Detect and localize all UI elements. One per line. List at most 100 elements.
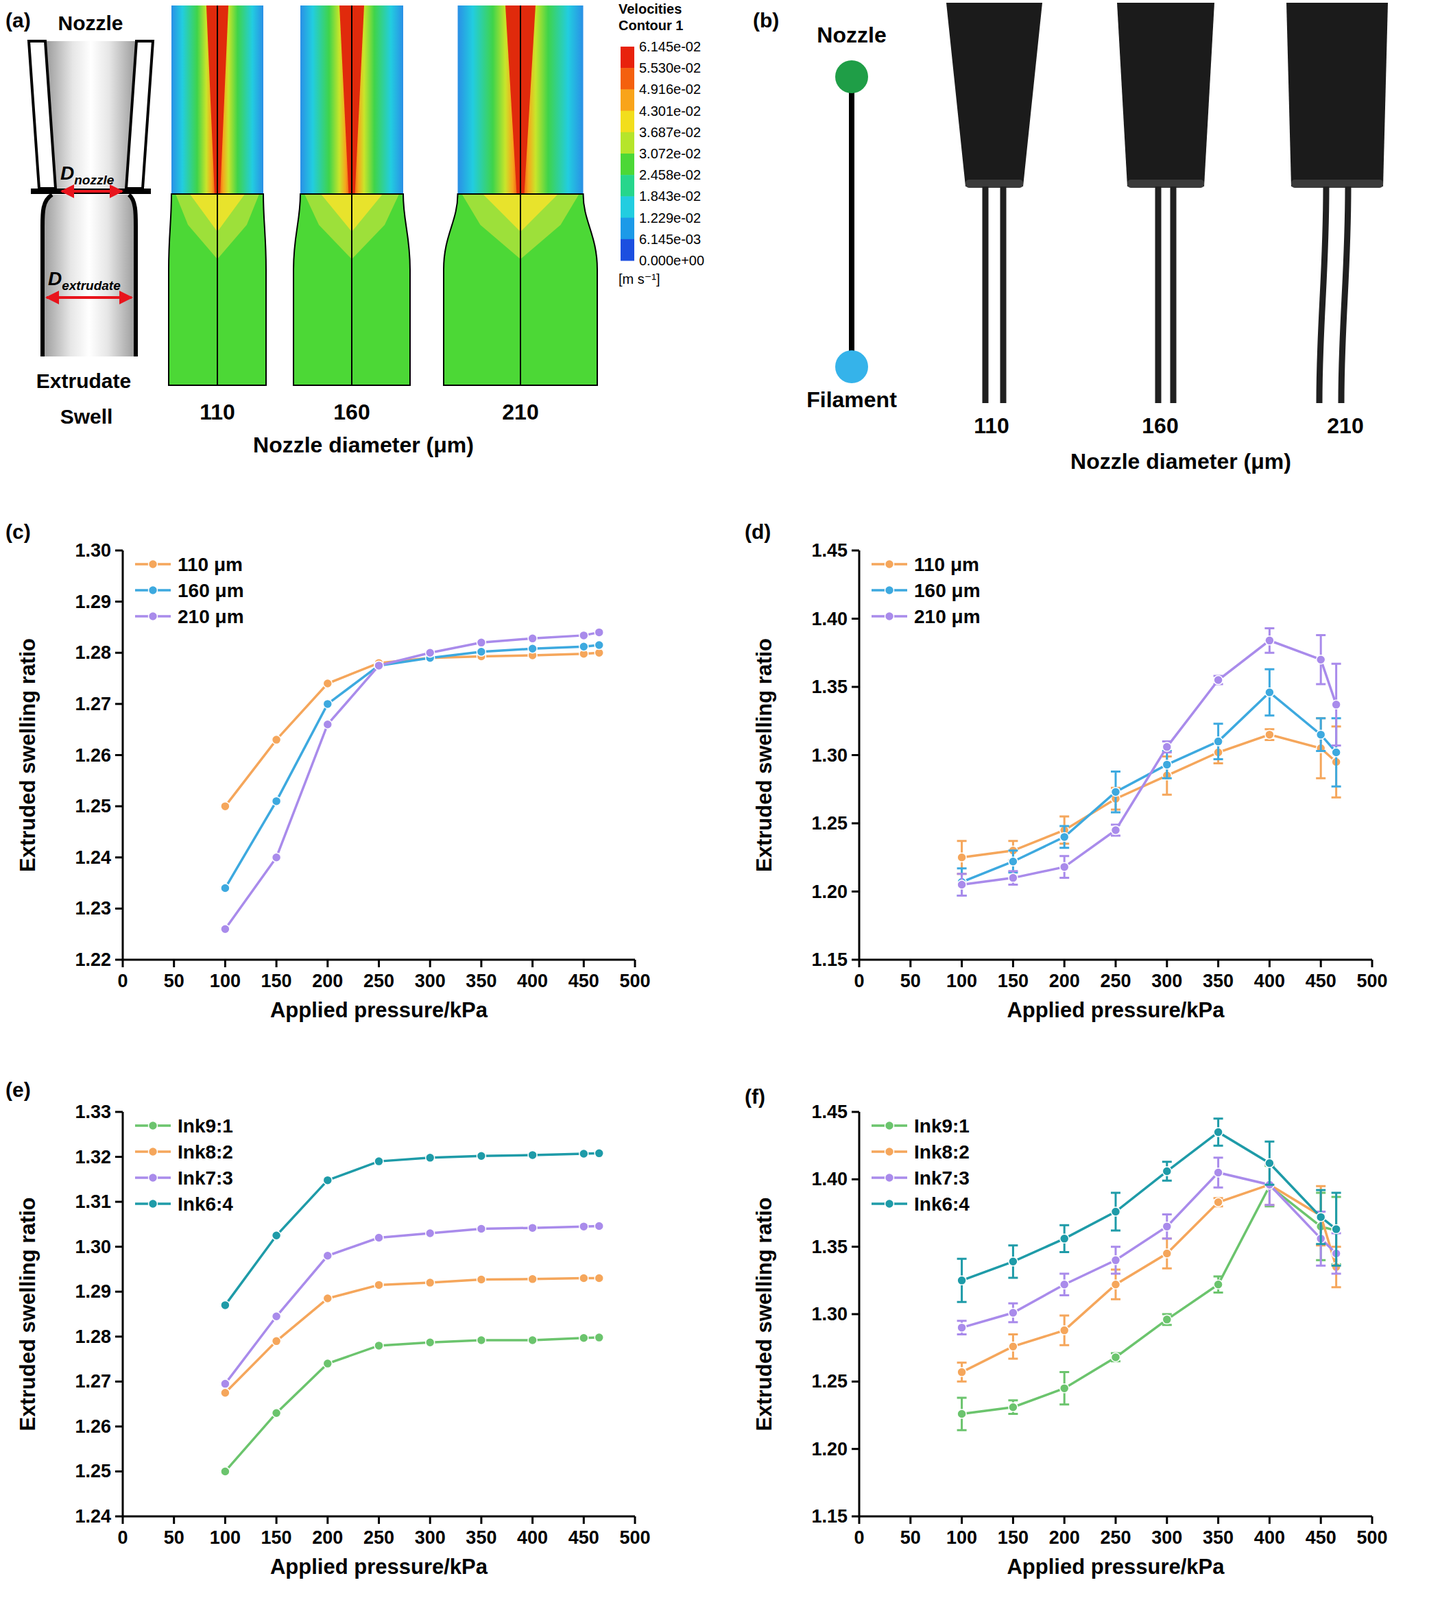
- y-tick: [115, 1335, 123, 1338]
- point: [220, 883, 230, 893]
- x-tick: [1217, 1516, 1220, 1525]
- x-tick-label: 150: [261, 970, 293, 992]
- point: [1213, 1168, 1223, 1178]
- y-tick-label: 1.40: [811, 1169, 848, 1190]
- point: [1162, 1222, 1172, 1232]
- point: [1265, 1158, 1275, 1168]
- x-tick: [582, 1516, 585, 1525]
- x-tick-label: 100: [946, 1527, 978, 1549]
- series-line: [224, 1153, 599, 1306]
- x-tick-label: 150: [997, 1527, 1029, 1549]
- y-tick-label: 1.33: [74, 1101, 112, 1123]
- x-tick: [960, 960, 963, 968]
- y-tick: [851, 549, 860, 552]
- swell-label: Swell: [60, 405, 114, 428]
- x-tick: [858, 960, 861, 968]
- legend: Ink9:1Ink8:2Ink7:3Ink6:4: [135, 1115, 234, 1216]
- x-tick: [1114, 1516, 1118, 1525]
- x-tick-label: 450: [568, 970, 600, 992]
- point: [322, 699, 332, 709]
- error-bar: [1264, 729, 1275, 741]
- panel-letter: (d): [744, 520, 771, 544]
- point: [322, 720, 332, 729]
- point: [1008, 873, 1018, 883]
- series-line: [224, 645, 599, 888]
- error-bar: [1059, 1372, 1070, 1406]
- legend-label: 160 μm: [177, 580, 245, 602]
- y-tick: [851, 1111, 860, 1114]
- y-tick: [851, 1178, 860, 1181]
- error-bar: [1008, 1335, 1018, 1360]
- point: [476, 1152, 486, 1161]
- point: [1316, 655, 1326, 665]
- point: [579, 642, 589, 652]
- y-tick-label: 1.30: [74, 540, 112, 561]
- point: [322, 1294, 332, 1304]
- error-bar: [1213, 724, 1224, 760]
- x-tick-label: 200: [312, 970, 343, 992]
- y-tick: [115, 1291, 123, 1294]
- y-tick-label: 1.26: [74, 1416, 112, 1438]
- error-bar: [1315, 718, 1326, 779]
- point: [1111, 1280, 1121, 1290]
- filament-edge: [1341, 186, 1349, 404]
- point: [1060, 862, 1070, 872]
- x-tick-label: 200: [312, 1527, 343, 1549]
- legend-label: Ink6:4: [914, 1193, 970, 1216]
- nozzle-rim: [1291, 179, 1384, 188]
- legend-marker: [148, 560, 158, 570]
- y-tick-label: 1.30: [811, 1304, 848, 1325]
- point: [1008, 857, 1018, 867]
- point: [1111, 825, 1121, 835]
- point: [1213, 1128, 1223, 1137]
- point: [1111, 1352, 1121, 1362]
- photo: [946, 2, 1043, 404]
- point: [1162, 742, 1172, 752]
- x-tick-label: 500: [1356, 1527, 1388, 1549]
- y-tick-label: 1.35: [811, 676, 848, 698]
- x-tick: [429, 1516, 432, 1525]
- point: [957, 1409, 967, 1419]
- panel-a: (a)NozzleDnozzleDextrudateExtrudateSwell…: [5, 1, 705, 458]
- colorbar-title: Velocities: [618, 1, 682, 17]
- x-tick: [377, 960, 380, 968]
- point: [528, 1150, 537, 1160]
- colorbar-band: [620, 218, 635, 240]
- nozzle-wall: [126, 41, 153, 189]
- velocity-contour: [293, 5, 411, 386]
- nozzle-label: Nozzle: [57, 11, 123, 35]
- y-tick-label: 1.45: [811, 1101, 848, 1123]
- diameter-label: 110: [199, 399, 236, 425]
- x-tick: [224, 960, 227, 968]
- y-tick-label: 1.20: [811, 1439, 848, 1460]
- error-bar: [957, 1321, 967, 1336]
- error-bar: [1008, 1400, 1018, 1415]
- point: [272, 1312, 282, 1322]
- y-tick-label: 1.25: [74, 796, 112, 817]
- error-bar: [957, 1258, 967, 1303]
- legend-marker: [148, 1121, 158, 1131]
- x-tick-label: 300: [1151, 970, 1183, 992]
- point: [425, 1338, 435, 1348]
- point: [528, 1224, 537, 1233]
- y-tick: [851, 686, 860, 689]
- y-tick: [851, 1448, 860, 1451]
- legend-marker: [148, 1200, 158, 1209]
- x-tick-label: 100: [946, 970, 978, 992]
- point: [374, 661, 384, 670]
- point: [272, 1337, 282, 1347]
- x-tick-label: 450: [568, 1527, 600, 1549]
- point: [1162, 760, 1172, 770]
- x-axis-title: Applied pressure/kPa: [1006, 998, 1225, 1023]
- y-tick: [115, 600, 123, 603]
- x-tick: [1012, 1516, 1015, 1525]
- point: [579, 1149, 589, 1159]
- nozzle-exit: [30, 188, 151, 195]
- plot-area: [220, 1149, 604, 1477]
- point: [476, 647, 486, 657]
- point: [1331, 748, 1341, 758]
- error-bar: [1162, 1314, 1172, 1326]
- diameter-label: 110: [973, 413, 1010, 439]
- x-tick: [531, 1516, 534, 1525]
- x-tick-label: 300: [414, 970, 446, 992]
